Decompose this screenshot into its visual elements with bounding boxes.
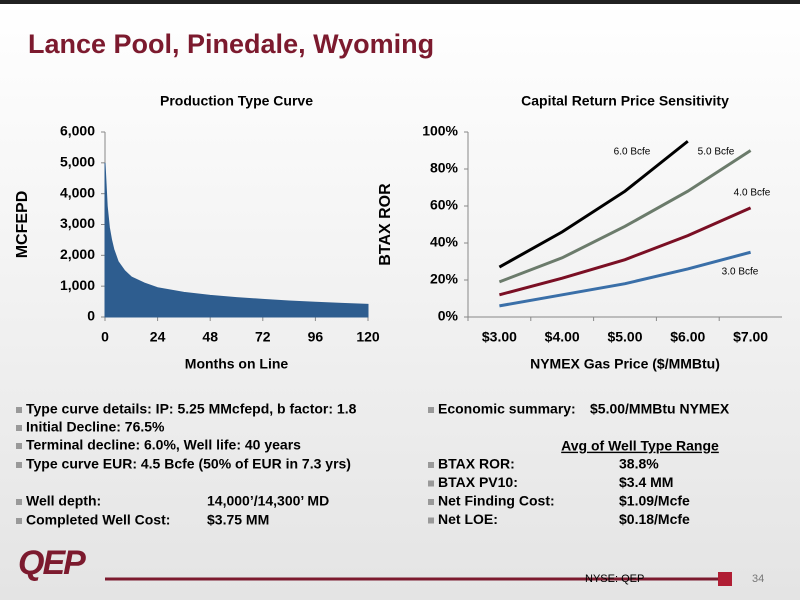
- logo: QEP: [18, 544, 86, 582]
- footer-box: [718, 572, 732, 586]
- bullet: [428, 462, 434, 468]
- bullet-text: Type curve EUR: 4.5 Bcfe (50% of EUR in …: [26, 456, 351, 472]
- y-tick-label: 3,000: [60, 215, 95, 231]
- x-tick-label: 96: [308, 329, 324, 345]
- x-tick-label: $5.00: [607, 329, 642, 345]
- bullet: [428, 480, 434, 487]
- bullet-text: Economic summary:: [438, 401, 576, 417]
- series-line: [498, 140, 689, 269]
- bullet-text: 14,000’/14,300’ MD: [207, 493, 329, 509]
- y-axis-title: MCFEPD: [14, 191, 31, 259]
- series-line: [499, 250, 751, 308]
- x-axis-title: Months on Line: [185, 356, 289, 372]
- bullet-text: $3.75 MM: [207, 512, 269, 528]
- y-tick-label: 100%: [422, 123, 458, 139]
- bullet-text: BTAX PV10:: [438, 474, 518, 490]
- bullet-text: Terminal decline: 6.0%, Well life: 40 ye…: [26, 437, 301, 453]
- bullet: [16, 499, 22, 505]
- bullet-text: Type curve details: IP: 5.25 MMcfepd, b …: [26, 401, 357, 417]
- x-tick-label: 24: [150, 329, 166, 345]
- series-label: 3.0 Bcfe: [722, 267, 759, 278]
- y-tick-label: 0%: [438, 308, 459, 324]
- bullet: [16, 407, 22, 413]
- x-tick-label: $6.00: [670, 329, 705, 345]
- bullet-text: Net Finding Cost:: [438, 493, 555, 509]
- x-axis-title: NYMEX Gas Price ($/MMBtu): [530, 356, 720, 372]
- bullet: [16, 443, 22, 449]
- bullet-text: $3.4 MM: [619, 474, 673, 490]
- bullet-text: $0.18/Mcfe: [619, 511, 690, 527]
- series-label: 5.0 Bcfe: [698, 147, 735, 158]
- x-tick-label: $4.00: [545, 329, 580, 345]
- y-tick-label: 2,000: [60, 246, 95, 262]
- bullet-text: Net LOE:: [438, 511, 498, 527]
- x-tick-label: 120: [356, 329, 380, 345]
- x-tick-label: 72: [255, 329, 271, 345]
- page-number: 34: [752, 573, 764, 585]
- x-tick-label: $3.00: [482, 329, 517, 345]
- y-tick-label: 5,000: [60, 154, 95, 170]
- area: [104, 162, 369, 318]
- series-label: 4.0 Bcfe: [734, 188, 771, 199]
- range-heading: Avg of Well Type Range: [561, 438, 719, 454]
- series-label: 6.0 Bcfe: [614, 147, 651, 158]
- ticker: NYSE: QEP: [585, 573, 644, 585]
- top-bar: [0, 0, 800, 4]
- chart-title: Production Type Curve: [160, 93, 313, 109]
- bullet-text: 38.8%: [619, 456, 659, 472]
- bullet-text: BTAX ROR:: [438, 456, 515, 472]
- y-tick-label: 0: [87, 308, 95, 324]
- y-tick-label: 1,000: [60, 277, 95, 293]
- bullet: [16, 425, 22, 431]
- x-tick-label: 48: [202, 329, 218, 345]
- bullet: [428, 407, 434, 413]
- bullet-text: Well depth:: [26, 493, 101, 509]
- chart-title: Capital Return Price Sensitivity: [521, 93, 729, 109]
- bullet-text: Initial Decline: 76.5%: [26, 419, 165, 435]
- series-line: [498, 149, 752, 284]
- bullet-text: $1.09/Mcfe: [619, 493, 690, 509]
- y-tick-label: 6,000: [60, 123, 95, 139]
- bullet: [428, 517, 434, 524]
- x-tick-label: $7.00: [733, 329, 768, 345]
- y-tick-label: 60%: [430, 197, 459, 213]
- y-tick-label: 80%: [430, 160, 459, 176]
- y-tick-label: 40%: [430, 234, 459, 250]
- bullet: [16, 518, 22, 524]
- y-axis-title: BTAX ROR: [377, 183, 394, 266]
- slide-title: Lance Pool, Pinedale, Wyoming: [28, 29, 434, 59]
- y-tick-label: 20%: [430, 271, 459, 287]
- bullet-text: Completed Well Cost:: [26, 512, 170, 528]
- series-line: [499, 206, 752, 297]
- y-tick-label: 4,000: [60, 184, 95, 200]
- bullet: [428, 499, 434, 505]
- x-tick-label: 0: [101, 329, 109, 345]
- bullet: [16, 462, 22, 468]
- bullet-text: $5.00/MMBtu NYMEX: [590, 401, 730, 417]
